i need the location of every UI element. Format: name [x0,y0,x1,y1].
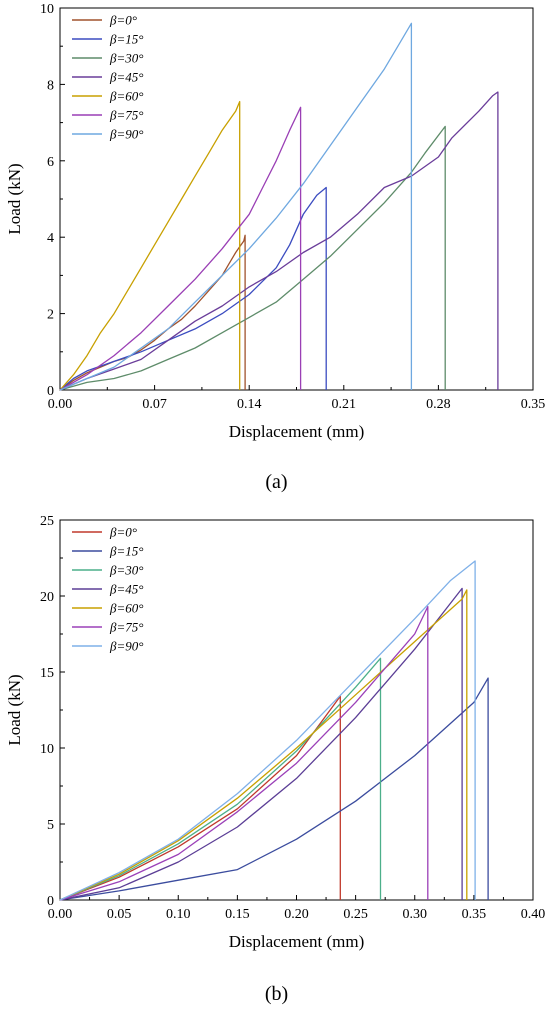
x-tick-label: 0.21 [332,397,357,412]
y-axis-title: Load (kN) [5,163,24,234]
x-tick-label: 0.30 [403,907,428,922]
series-line-0 [59,695,341,901]
legend-label: β=75° [109,620,143,635]
series-line-3 [59,587,463,901]
series-line-6 [59,560,476,901]
x-tick-label: 0.00 [48,397,73,412]
y-tick-label: 10 [40,2,54,17]
x-tick-label: 0.35 [521,397,546,412]
x-axis-title: Displacement (mm) [229,422,365,441]
legend-label: β=60° [109,89,143,104]
x-tick-label: 0.40 [521,907,546,922]
x-tick-label: 0.15 [225,907,250,922]
series-line-1 [59,186,327,391]
legend-label: β=15° [109,32,143,47]
legend-label: β=0° [109,13,137,28]
x-tick-label: 0.14 [237,397,262,412]
series-line-4 [59,100,241,391]
series-line-2 [59,125,446,391]
series-line-0 [59,234,246,391]
y-axis-title: Load (kN) [5,674,24,745]
y-tick-label: 20 [40,590,54,605]
x-tick-label: 0.35 [462,907,487,922]
series-line-3 [59,91,499,391]
chart-panel-b: 0.00 0.05 0.10 0.15 0.20 0.25 0.30 0.35 0.40 0 5 10… [5,514,545,1005]
legend-label: β=90° [109,639,143,654]
series-line-2 [59,657,382,901]
x-axis-title: Displacement (mm) [229,932,365,951]
y-tick-label: 10 [40,742,54,757]
x-tick-label: 0.20 [284,907,309,922]
y-tick-label: 4 [47,231,54,246]
y-tick-label: 0 [47,384,54,399]
x-tick-label: 0.28 [426,397,451,412]
series-line-4 [59,589,468,901]
y-tick-label: 5 [47,818,54,833]
series-line-5 [59,106,302,391]
y-tick-label: 2 [47,308,54,323]
legend-label: β=60° [109,601,143,616]
x-tick-label: 0.00 [48,907,73,922]
legend-label: β=45° [109,70,143,85]
series-line-6 [59,22,413,391]
legend-label: β=45° [109,582,143,597]
x-tick-label: 0.07 [142,397,167,412]
series-line-5 [59,605,429,901]
x-tick-label: 0.05 [107,907,132,922]
x-tick-label: 0.10 [166,907,191,922]
legend-label: β=15° [109,544,143,559]
y-tick-label: 8 [47,78,54,93]
x-tick-label: 0.25 [343,907,368,922]
legend-label: β=30° [109,563,143,578]
panel-label: (b) [265,983,288,1005]
chart-panel-a: 0.00 0.07 0.14 0.21 0.28 0.35 0 2 4 6 8 10 Displacem… [5,2,545,493]
legend-label: β=0° [109,525,137,540]
legend-label: β=90° [109,127,143,142]
y-tick-label: 15 [40,666,54,681]
panel-label: (a) [265,471,287,493]
legend-label: β=75° [109,108,143,123]
y-tick-label: 6 [47,155,54,170]
y-tick-label: 0 [47,894,54,909]
y-tick-label: 25 [40,514,54,529]
series-line-1 [59,677,489,901]
legend-label: β=30° [109,51,143,66]
